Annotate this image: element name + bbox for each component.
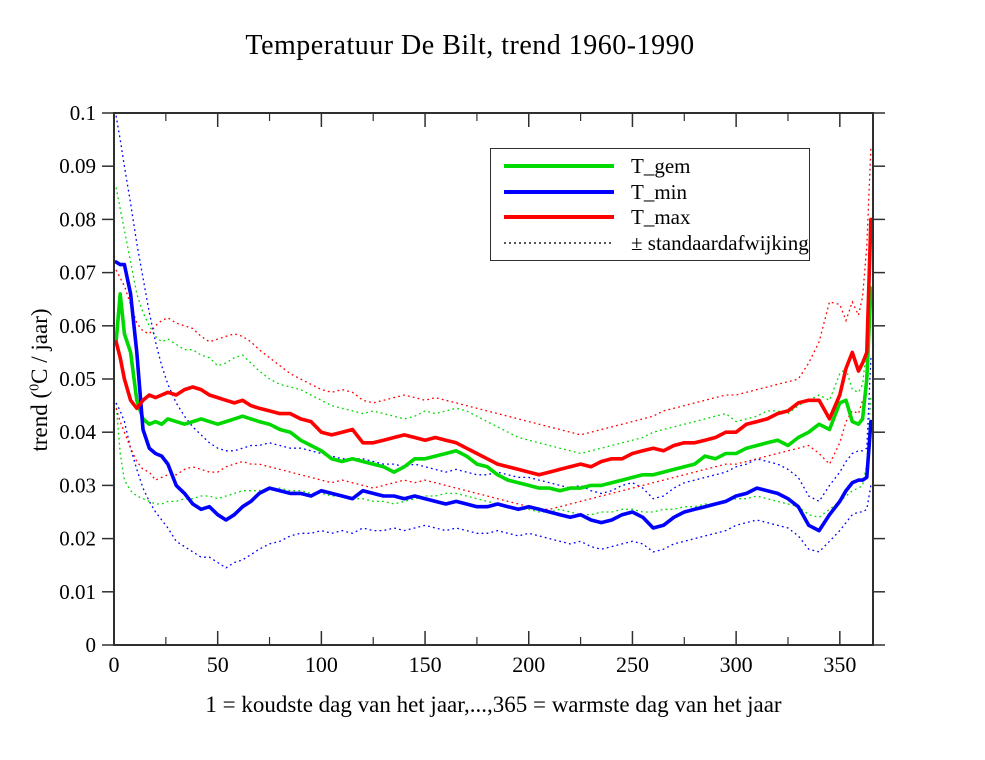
legend-item-label: T_min <box>631 179 687 204</box>
series-t-max-upper-std <box>115 147 872 436</box>
y-tick-label: 0.03 <box>59 473 96 497</box>
series-t-max <box>114 217 873 477</box>
legend-item-label: T_gem <box>631 153 691 178</box>
y-tick-label: 0.02 <box>59 527 96 551</box>
series-t-min <box>114 260 873 533</box>
x-tick-label: 0 <box>109 652 120 677</box>
y-axis-label-prefix: trend ( <box>27 390 52 452</box>
series-t-max-lower-std <box>115 291 872 510</box>
legend-item-standaardafwijking: ± standaardafwijking <box>491 231 809 255</box>
x-tick-label: 350 <box>823 652 856 677</box>
legend-line-sample-t-gem <box>504 163 614 168</box>
series-t-min-lower-std <box>115 402 872 569</box>
y-tick-label: 0.07 <box>59 261 96 285</box>
legend-item-label: T_max <box>631 205 691 230</box>
x-tick-label: 50 <box>207 652 229 677</box>
y-axis-label-superscript: 0 <box>27 383 43 391</box>
x-tick-label: 100 <box>305 652 338 677</box>
plot-frame <box>113 112 874 646</box>
x-axis-label: 1 = koudste dag van het jaar,...,365 = w… <box>205 692 782 717</box>
y-tick-label: 0.1 <box>70 101 96 125</box>
y-axis-label-suffix: C / jaar) <box>27 308 52 384</box>
y-axis-label: trend (0C / jaar) <box>27 308 53 451</box>
x-tick-label: 200 <box>512 652 545 677</box>
y-tick-label: 0.05 <box>59 367 96 391</box>
chart-title: Temperatuur De Bilt, trend 1960-1990 <box>245 30 695 61</box>
x-tick-label: 250 <box>616 652 649 677</box>
y-tick-label: 0.04 <box>59 420 96 444</box>
legend-item-label: ± standaardafwijking <box>631 231 809 256</box>
y-tick-label: 0.01 <box>59 580 96 604</box>
y-tick-label: 0.09 <box>59 154 96 178</box>
series-t-gem <box>114 286 873 493</box>
y-tick-label: 0.08 <box>59 207 96 231</box>
y-tick-label: 0.06 <box>59 314 96 338</box>
y-tick-label: 0 <box>86 633 97 657</box>
series-t-gem-upper-std <box>115 187 872 455</box>
series-t-gem-lower-std <box>115 394 872 519</box>
legend-item-t-max: T_max <box>491 205 809 229</box>
x-tick-label: 150 <box>409 652 442 677</box>
legend-line-sample-t-max <box>504 215 614 220</box>
legend: T_gem T_min T_max ± standaardafwijking <box>490 148 810 261</box>
legend-item-t-min: T_min <box>491 180 809 204</box>
x-tick-label: 300 <box>720 652 753 677</box>
legend-line-sample-t-min <box>504 189 614 194</box>
legend-item-t-gem: T_gem <box>491 154 809 178</box>
legend-line-sample-standaardafwijking <box>504 242 614 245</box>
series-t-min-upper-std <box>115 115 872 503</box>
